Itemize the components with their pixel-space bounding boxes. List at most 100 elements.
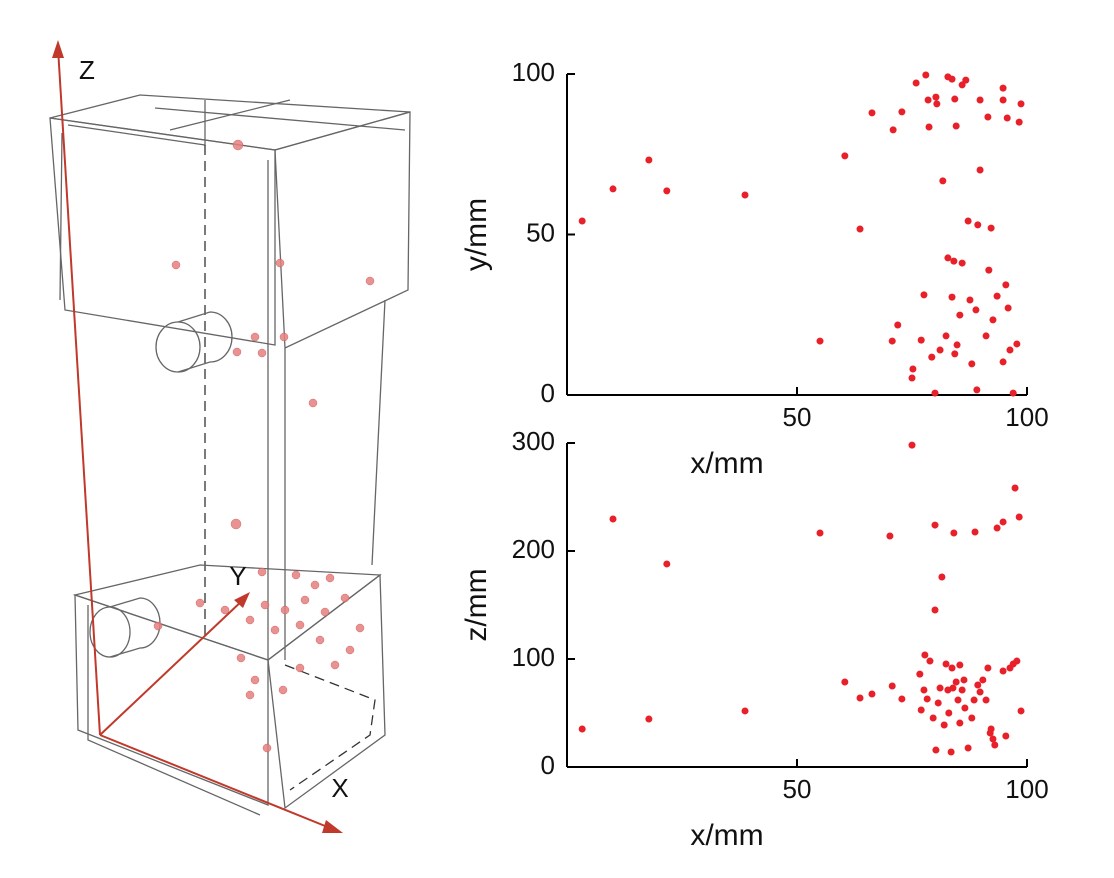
data-point xyxy=(985,266,993,274)
data-point xyxy=(578,725,586,733)
particle xyxy=(260,600,270,610)
data-point xyxy=(976,688,984,696)
data-point xyxy=(950,257,958,265)
data-point xyxy=(993,292,1001,300)
data-point xyxy=(968,360,976,368)
data-point xyxy=(960,676,968,684)
data-point xyxy=(868,690,876,698)
data-point xyxy=(968,714,976,722)
frame xyxy=(49,94,411,151)
data-point xyxy=(933,100,941,108)
data-point xyxy=(1015,513,1023,521)
particle xyxy=(230,518,242,530)
y-tick-label: 0 xyxy=(541,750,555,780)
data-point xyxy=(856,225,864,233)
y-tick-label: 200 xyxy=(512,534,555,564)
particle xyxy=(310,580,320,590)
data-point xyxy=(953,341,961,349)
y-tick-label: 300 xyxy=(512,426,555,456)
inlet xyxy=(89,606,131,658)
particle xyxy=(245,615,255,625)
particle xyxy=(220,605,230,615)
x-axis-label: x/mm xyxy=(690,819,763,852)
data-point xyxy=(974,221,982,229)
data-point xyxy=(984,664,992,672)
axis-label: Z xyxy=(79,55,95,85)
data-point xyxy=(939,177,947,185)
data-point xyxy=(951,350,959,358)
data-point xyxy=(987,725,995,733)
data-point xyxy=(948,664,956,672)
axis-label: Y xyxy=(229,561,246,591)
data-point xyxy=(1003,114,1011,122)
frame xyxy=(371,299,386,566)
data-point xyxy=(931,606,939,614)
data-point xyxy=(961,704,969,712)
data-point xyxy=(888,337,896,345)
data-point xyxy=(999,518,1007,526)
data-point xyxy=(1002,281,1010,289)
data-point xyxy=(1013,340,1021,348)
data-point xyxy=(920,291,928,299)
particle xyxy=(330,660,340,670)
data-point xyxy=(888,682,896,690)
particle xyxy=(270,625,280,635)
y-tick-label: 100 xyxy=(512,57,555,87)
data-point xyxy=(940,721,948,729)
hidden-edge xyxy=(284,664,376,791)
data-point xyxy=(923,695,931,703)
particle xyxy=(275,258,285,268)
axis-label: X xyxy=(331,773,348,803)
data-point xyxy=(898,108,906,116)
data-point xyxy=(952,122,960,130)
z-axis xyxy=(57,47,101,736)
data-point xyxy=(912,79,920,87)
data-point xyxy=(934,699,942,707)
particle xyxy=(300,595,310,605)
y-tick-label: 100 xyxy=(512,642,555,672)
data-point xyxy=(886,532,894,540)
data-point xyxy=(609,185,617,193)
data-point xyxy=(816,337,824,345)
data-point xyxy=(958,259,966,267)
data-point xyxy=(936,346,944,354)
y-axis-label: z/mm xyxy=(460,568,493,641)
y-axis xyxy=(99,597,246,736)
data-point xyxy=(976,96,984,104)
data-point xyxy=(1017,100,1025,108)
data-point xyxy=(999,667,1007,675)
particle xyxy=(153,621,163,631)
data-point xyxy=(1006,346,1014,354)
data-point xyxy=(964,217,972,225)
frame xyxy=(87,605,261,816)
apparatus-diagram: Z Y X xyxy=(49,40,411,833)
particle xyxy=(320,607,330,617)
particle xyxy=(262,743,272,753)
particle xyxy=(278,685,288,695)
data-point xyxy=(816,529,824,537)
data-point xyxy=(931,521,939,529)
particle xyxy=(171,260,181,270)
particle xyxy=(250,332,260,342)
data-point xyxy=(932,93,940,101)
data-point xyxy=(663,560,671,568)
data-point xyxy=(956,719,964,727)
data-point xyxy=(989,316,997,324)
data-point xyxy=(950,529,958,537)
x-axis-label: x/mm xyxy=(690,447,763,480)
data-point xyxy=(916,670,924,678)
data-point xyxy=(917,336,925,344)
particle xyxy=(345,645,355,655)
particle xyxy=(236,653,246,663)
inlet xyxy=(155,321,201,373)
data-point xyxy=(1011,484,1019,492)
data-point xyxy=(964,744,972,752)
data-point xyxy=(841,152,849,160)
particle xyxy=(308,398,318,408)
data-point xyxy=(928,353,936,361)
data-point xyxy=(989,735,997,743)
data-point xyxy=(970,696,978,704)
data-point xyxy=(578,217,586,225)
data-point xyxy=(948,293,956,301)
